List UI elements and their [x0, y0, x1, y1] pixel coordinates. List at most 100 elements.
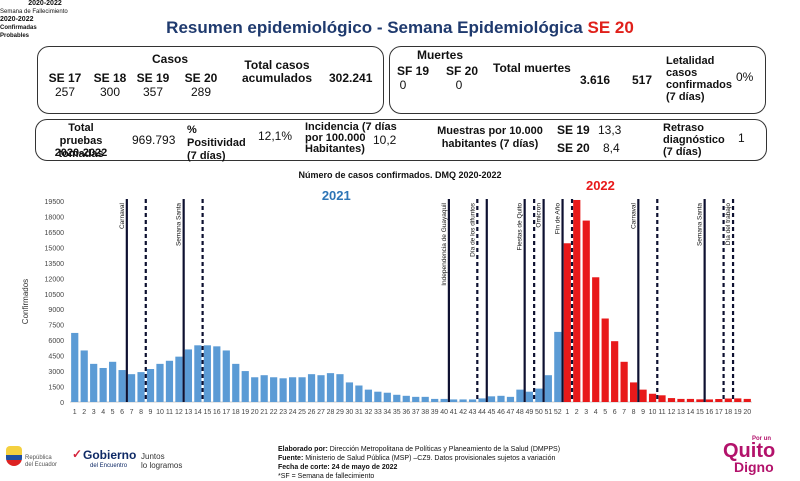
x-tick-label: 16: [213, 409, 221, 416]
y-tick-label: 12000: [45, 276, 65, 283]
cases-week-value: 257: [54, 85, 76, 99]
bar-2021: [279, 378, 287, 402]
x-tick-label: 1: [73, 409, 77, 416]
x-tick-label: 35: [393, 409, 401, 416]
bar-2022: [573, 199, 581, 402]
bar-2021: [345, 382, 354, 402]
x-tick-label: 1: [565, 409, 569, 416]
x-tick-label: 23: [279, 409, 287, 416]
bar-2021: [478, 398, 486, 402]
x-tick-label: 2: [575, 409, 579, 416]
bar-2021: [270, 377, 278, 402]
bar-2021: [71, 332, 79, 402]
x-tick-label: 30: [346, 409, 354, 416]
cases-total-period: 2020-2022: [28, 0, 62, 7]
x-tick-label: 42: [459, 409, 467, 416]
cases-week-label: SE 17: [48, 71, 82, 85]
x-tick-label: 47: [507, 409, 515, 416]
incidence-label: Incidencia (7 días por 100.000 Habitante…: [305, 121, 397, 155]
bar-2021: [118, 370, 126, 402]
deaths-confirmed-label: Confirmadas: [0, 25, 37, 31]
bar-2022: [686, 398, 695, 402]
bar-2022: [648, 393, 657, 402]
x-tick-label: 24: [289, 409, 297, 416]
cases-week-value: 289: [190, 85, 212, 99]
bar-2021: [137, 372, 145, 402]
ecuador-shield-icon: [6, 446, 22, 466]
x-tick-label: 19: [734, 409, 742, 416]
x-tick-label: 14: [687, 409, 695, 416]
deaths-total-period: 2020-2022: [0, 16, 34, 23]
x-tick-label: 34: [383, 409, 391, 416]
x-tick-label: 17: [715, 409, 723, 416]
indicators-panel: [35, 119, 767, 161]
gobierno-tagline: Juntos: [141, 452, 165, 461]
deaths-week-value: 0: [399, 78, 407, 92]
event-label: Semana Santa: [176, 203, 183, 246]
bar-2022: [705, 399, 713, 402]
gobierno-logo-icon: ✓: [72, 447, 83, 461]
chart-title: Número de casos confirmados. DMQ 2020-20…: [298, 170, 502, 180]
samples-week-value: 8,4: [603, 141, 620, 155]
event-label: Carnaval: [630, 202, 637, 229]
x-tick-label: 33: [374, 409, 382, 416]
deaths-probable-value: 517: [632, 73, 653, 87]
deaths-week-label: SF 19: [396, 64, 429, 78]
tests-label: Total pruebas tomadas: [58, 122, 104, 160]
event-label: Carnaval: [119, 202, 126, 229]
bar-2022: [629, 382, 638, 402]
gobierno-tagline: lo logramos: [141, 461, 183, 470]
y-tick-label: 15000: [45, 245, 65, 252]
x-tick-label: 45: [488, 409, 496, 416]
bar-2021: [109, 361, 117, 402]
tests-period: 2020-2022: [54, 147, 108, 159]
x-tick-label: 40: [440, 409, 448, 416]
y-tick-label: 9000: [48, 307, 64, 314]
x-tick-label: 28: [327, 409, 335, 416]
x-tick-label: 20: [251, 409, 259, 416]
bar-2022: [715, 399, 723, 402]
bar-2021: [506, 396, 515, 402]
y-tick-label: 3000: [48, 369, 64, 376]
x-tick-label: 16: [705, 409, 713, 416]
bar-2022: [734, 398, 742, 402]
x-tick-label: 11: [166, 409, 173, 416]
cases-heading: Casos: [151, 52, 189, 66]
y-axis-label: Confirmados: [21, 279, 30, 324]
bar-2022: [667, 398, 676, 402]
bar-2022: [724, 398, 732, 402]
bar-2021: [497, 395, 505, 402]
x-tick-label: 7: [622, 409, 626, 416]
cases-bar-chart: Confirmados01500300045006000750090001050…: [21, 180, 752, 416]
bar-2021: [194, 345, 202, 402]
x-tick-label: 50: [535, 409, 543, 416]
bar-2021: [298, 377, 306, 402]
bar-2021: [184, 349, 193, 402]
bar-2021: [412, 396, 420, 402]
bar-2021: [90, 363, 98, 402]
tests-value: 969.793: [132, 133, 176, 147]
deaths-week-value: 0: [455, 78, 463, 92]
cases-week-label: SE 19: [136, 71, 170, 85]
positivity-value: 12,1%: [258, 129, 293, 143]
cases-week-label: SE 20: [184, 71, 218, 85]
incidence-value: 10,2: [373, 133, 397, 147]
bar-2022: [743, 398, 751, 402]
bar-2021: [80, 350, 88, 402]
delay-label: Retraso diagnóstico (7 días): [663, 122, 725, 158]
event-label: Fiestas de Quito: [517, 203, 524, 251]
bar-2021: [554, 331, 562, 402]
event-label: Día del trabajo: [725, 203, 732, 246]
x-tick-label: 9: [149, 409, 153, 416]
x-tick-label: 6: [613, 409, 617, 416]
y-tick-label: 1500: [48, 385, 64, 392]
x-tick-label: 4: [594, 409, 598, 416]
quito-logo-text: Quito: [723, 440, 776, 462]
deaths-probable-label: Probables: [0, 33, 30, 39]
event-label: Día de los difuntos: [469, 202, 476, 257]
bar-2021: [364, 389, 372, 402]
gobierno-logo-subtext: del Encuentro: [90, 463, 128, 469]
samples-label: Muestras por 10.000 habitantes (7 días): [437, 125, 543, 150]
x-tick-label: 2: [82, 409, 86, 416]
x-tick-label: 12: [668, 409, 676, 416]
